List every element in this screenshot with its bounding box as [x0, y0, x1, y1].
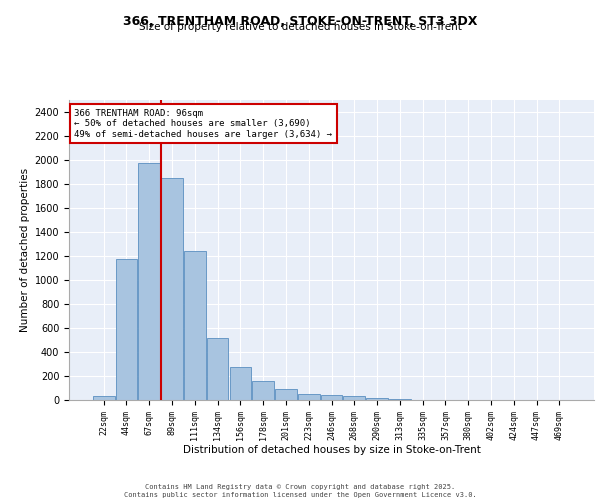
Text: 366 TRENTHAM ROAD: 96sqm
← 50% of detached houses are smaller (3,690)
49% of sem: 366 TRENTHAM ROAD: 96sqm ← 50% of detach…	[74, 109, 332, 139]
Bar	[207, 338, 229, 400]
Bar	[366, 398, 388, 400]
Bar	[139, 163, 160, 400]
Text: 366, TRENTHAM ROAD, STOKE-ON-TRENT, ST3 3DX: 366, TRENTHAM ROAD, STOKE-ON-TRENT, ST3 …	[123, 15, 477, 28]
Text: Size of property relative to detached houses in Stoke-on-Trent: Size of property relative to detached ho…	[139, 22, 461, 32]
Bar	[184, 251, 206, 400]
Bar	[93, 396, 115, 400]
Bar	[389, 399, 410, 400]
Y-axis label: Number of detached properties: Number of detached properties	[20, 168, 31, 332]
Bar	[275, 389, 297, 400]
Bar	[343, 396, 365, 400]
Bar	[230, 367, 251, 400]
Bar	[320, 395, 343, 400]
Bar	[116, 259, 137, 400]
Bar	[298, 394, 320, 400]
Bar	[253, 382, 274, 400]
Bar	[161, 178, 183, 400]
X-axis label: Distribution of detached houses by size in Stoke-on-Trent: Distribution of detached houses by size …	[182, 446, 481, 456]
Text: Contains HM Land Registry data © Crown copyright and database right 2025.
Contai: Contains HM Land Registry data © Crown c…	[124, 484, 476, 498]
